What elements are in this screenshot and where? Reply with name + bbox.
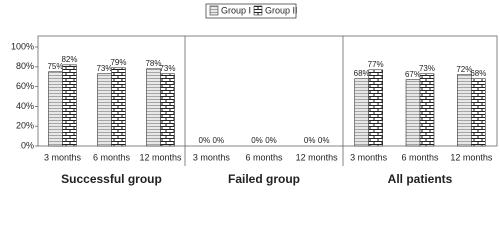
value-label: 79%: [110, 58, 126, 67]
y-tick-label: 60%: [16, 81, 34, 91]
legend-box: [205, 3, 297, 19]
value-label: 72%: [456, 65, 472, 74]
value-label: 0%: [199, 136, 211, 145]
x-tick-label: 3 months: [44, 152, 82, 162]
value-label: 78%: [145, 59, 161, 68]
legend-label: Group II: [265, 5, 298, 15]
bar: [354, 78, 369, 147]
bar: [471, 78, 486, 147]
x-tick-label: 3 months: [350, 152, 388, 162]
y-tick-label: 20%: [16, 121, 34, 131]
x-tick-label: 12 months: [450, 152, 493, 162]
bar: [97, 73, 112, 147]
bar: [405, 79, 421, 147]
bar: [146, 68, 161, 147]
y-tick-label: 80%: [16, 61, 34, 71]
bar: [160, 73, 175, 147]
bar: [368, 69, 383, 147]
x-tick-label: 12 months: [139, 152, 182, 162]
group-label: Successful group: [61, 172, 162, 186]
x-tick-label: 6 months: [93, 152, 131, 162]
value-label: 0%: [213, 136, 225, 145]
x-tick-label: 6 months: [245, 152, 283, 162]
value-label: 75%: [47, 62, 63, 71]
bar: [457, 74, 472, 147]
x-tick-label: 6 months: [401, 152, 439, 162]
value-label: 0%: [265, 136, 277, 145]
y-tick-label: 0%: [21, 140, 34, 150]
plot-frame: [37, 35, 498, 147]
y-tick-label: 40%: [16, 101, 34, 111]
legend-swatch: [209, 5, 219, 16]
value-label: 0%: [304, 136, 316, 145]
value-label: 68%: [354, 69, 370, 78]
value-label: 0%: [318, 136, 330, 145]
chart: 0% 20% 40% 60% 80% 100% Group I Group II Success…: [11, 3, 498, 186]
legend-swatch: [253, 5, 263, 16]
group-label: Failed group: [228, 172, 300, 186]
bar: [111, 67, 126, 147]
value-label: 73%: [419, 64, 435, 73]
value-label: 68%: [470, 69, 486, 78]
group-label: All patients: [388, 172, 453, 186]
y-tick-label: 100%: [11, 41, 34, 51]
value-label: 77%: [368, 60, 384, 69]
bar: [62, 64, 77, 147]
value-label: 73%: [159, 64, 175, 73]
bar: [48, 71, 63, 147]
value-label: 82%: [61, 55, 77, 64]
x-tick-label: 12 months: [296, 152, 339, 162]
x-tick-label: 3 months: [193, 152, 231, 162]
value-label: 0%: [251, 136, 263, 145]
value-label: 73%: [96, 64, 112, 73]
value-label: 67%: [405, 70, 421, 79]
bar: [419, 73, 435, 147]
legend-label: Group I: [221, 5, 251, 15]
